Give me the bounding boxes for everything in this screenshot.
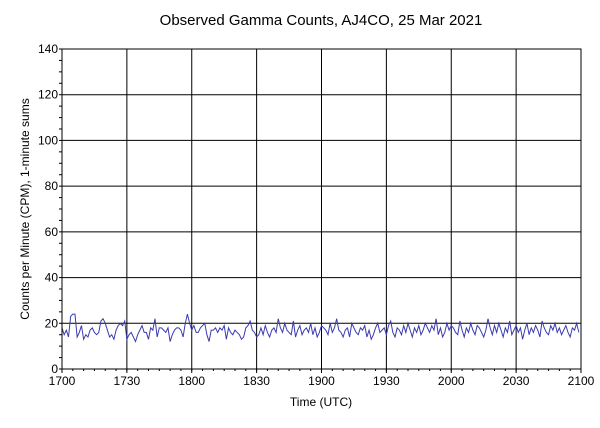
x-axis-title: Time (UTC) [290, 395, 352, 409]
x-tick-label: 1800 [178, 374, 205, 388]
x-tick-label: 1730 [114, 374, 141, 388]
plot-frame [61, 48, 582, 370]
x-tick-label: 2000 [438, 374, 465, 388]
x-tick-label: 1700 [49, 374, 76, 388]
grid-lines [61, 48, 582, 370]
y-tick-label: 0 [51, 362, 58, 376]
x-tick-label: 2030 [503, 374, 530, 388]
y-tick-label: 20 [45, 316, 59, 330]
x-tick-label: 1900 [308, 374, 335, 388]
series-line [61, 313, 580, 343]
y-tick-label: 100 [38, 133, 58, 147]
y-axis-ticks: 0 20 40 60 80 100 120 140 [38, 42, 62, 376]
y-tick-label: 80 [45, 179, 59, 193]
y-tick-label: 140 [38, 42, 58, 56]
chart-title: Observed Gamma Counts, AJ4CO, 25 Mar 202… [160, 12, 483, 29]
y-tick-label: 40 [45, 271, 59, 285]
y-tick-label: 60 [45, 225, 59, 239]
x-axis-ticks: 1700 1730 1800 1830 1900 1930 2000 2030 2100 [49, 369, 595, 388]
y-axis-title: Counts per Minute (CPM), 1-minute sums [18, 98, 32, 319]
x-tick-label: 2100 [568, 374, 595, 388]
x-tick-label: 1930 [373, 374, 400, 388]
x-tick-label: 1830 [243, 374, 270, 388]
y-tick-label: 120 [38, 88, 58, 102]
